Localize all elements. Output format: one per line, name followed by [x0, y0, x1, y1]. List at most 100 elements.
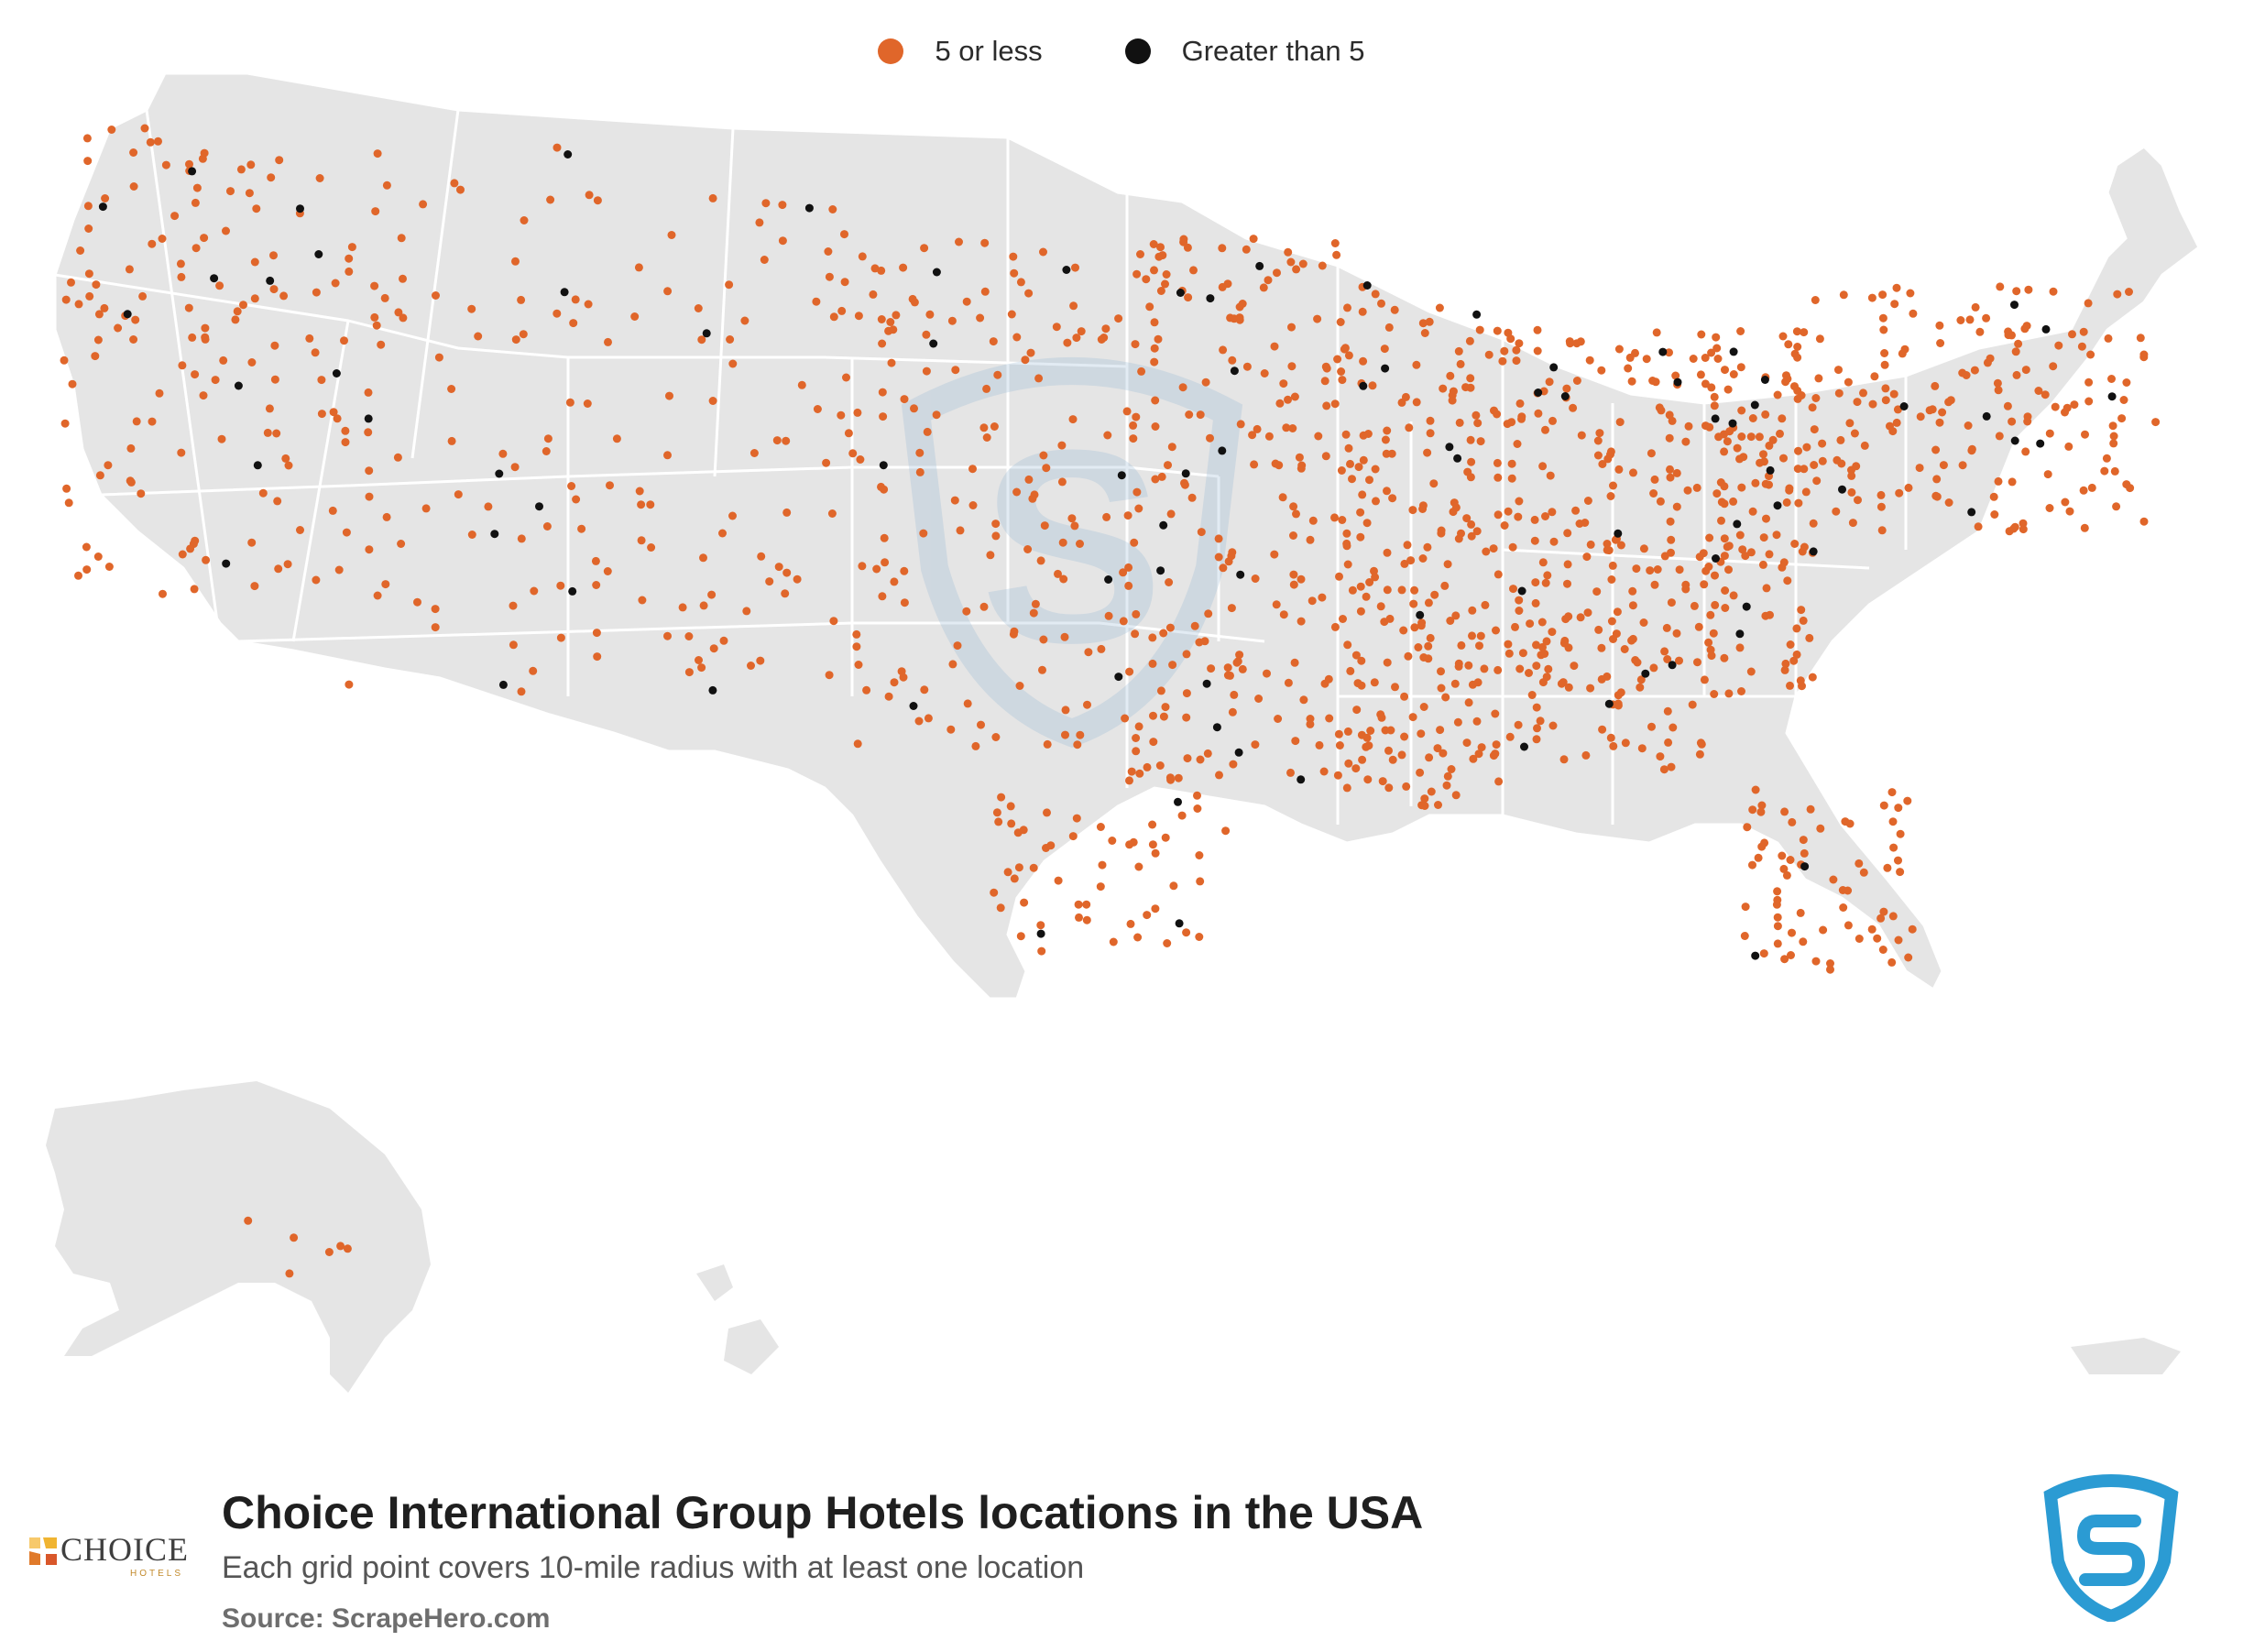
location-dot-low: [1990, 510, 1999, 519]
location-dot-low: [1931, 491, 1941, 500]
location-dot-low: [1433, 744, 1442, 753]
location-dot-low: [1371, 290, 1380, 299]
location-dot-low: [1500, 521, 1509, 530]
location-dot-low: [82, 134, 92, 143]
location-dot-low: [2012, 287, 2021, 296]
location-dot-low: [1660, 647, 1669, 656]
location-dot-low: [1741, 552, 1750, 561]
location-dot-low: [1508, 542, 1517, 552]
location-dot-low: [1694, 622, 1703, 631]
location-dot-low: [1944, 498, 1953, 507]
location-dot-high: [253, 461, 262, 470]
location-dot-low: [1197, 528, 1206, 537]
location-dot-low: [1383, 585, 1392, 595]
location-dot-low: [1077, 327, 1086, 336]
location-dot-low: [68, 379, 77, 388]
location-dot-low: [1650, 475, 1659, 484]
location-dot-high: [1773, 501, 1782, 510]
location-dot-low: [1451, 791, 1461, 800]
location-dot-low: [1359, 356, 1368, 366]
location-dot-low: [1288, 424, 1297, 432]
location-dot-low: [1466, 473, 1475, 482]
location-dot-low: [1853, 398, 1862, 407]
location-dot-low: [1123, 511, 1132, 520]
location-dot-low: [1028, 494, 1037, 503]
location-dot-low: [1330, 239, 1340, 247]
location-dot-low: [2045, 429, 2054, 438]
location-dot-low: [1620, 645, 1629, 653]
location-dot-high: [1560, 392, 1570, 400]
location-dot-low: [382, 181, 391, 190]
location-dot-low: [279, 291, 289, 301]
location-dot-low: [1145, 302, 1154, 312]
location-dot-low: [324, 1248, 334, 1256]
location-dot-low: [612, 434, 621, 443]
location-dot-low: [1514, 512, 1523, 521]
location-dot-low: [793, 574, 802, 584]
location-dot-low: [1515, 339, 1524, 348]
location-dot-low: [1076, 540, 1084, 548]
location-dot-low: [1455, 418, 1464, 427]
location-dot-low: [1653, 565, 1662, 574]
location-dot-low: [1785, 486, 1794, 495]
location-dot-high: [1381, 364, 1390, 373]
location-dot-low: [1472, 527, 1482, 536]
location-dot-low: [1710, 690, 1719, 698]
location-dot-high: [98, 202, 107, 212]
location-dot-high: [1742, 602, 1751, 611]
location-dot-low: [1169, 881, 1178, 891]
location-dot-low: [1298, 259, 1308, 268]
location-dot-low: [726, 335, 735, 344]
location-dot-low: [1779, 864, 1789, 873]
location-dot-low: [2049, 362, 2058, 371]
location-dot-low: [1437, 667, 1445, 676]
location-dot-low: [1278, 493, 1287, 502]
location-dot-low: [1514, 720, 1523, 729]
location-dot-low: [1706, 610, 1715, 619]
location-dot-low: [312, 575, 321, 585]
location-dot-high: [1800, 862, 1810, 871]
location-dot-low: [2122, 480, 2131, 489]
location-dot-low: [2019, 525, 2028, 534]
location-dot-low: [1142, 275, 1151, 284]
location-dot-low: [509, 640, 518, 650]
location-dot-low: [1100, 334, 1109, 342]
location-dot-low: [1324, 674, 1333, 684]
location-dot-low: [1108, 837, 1117, 845]
location-dot-low: [1725, 427, 1734, 436]
puerto-rico-island: [2071, 1338, 2181, 1374]
location-dot-low: [1378, 777, 1387, 786]
location-dot-low: [290, 1233, 299, 1242]
location-dot-low: [85, 291, 94, 301]
location-dot-low: [878, 388, 887, 397]
location-dot-low: [1337, 367, 1346, 376]
location-dot-low: [1124, 581, 1133, 590]
location-dot-low: [1242, 362, 1252, 371]
location-dot-low: [1150, 266, 1158, 275]
location-dot-low: [1273, 268, 1281, 278]
location-dot-low: [1230, 690, 1239, 699]
location-dot-low: [1879, 325, 1888, 334]
location-dot-low: [104, 563, 114, 571]
location-dot-low: [1650, 580, 1659, 589]
location-dot-low: [947, 316, 957, 325]
location-dot-low: [844, 429, 853, 438]
location-dot-low: [1029, 863, 1038, 872]
location-dot-low: [432, 291, 440, 300]
location-dot-low: [1583, 608, 1592, 618]
location-dot-low: [878, 592, 887, 601]
location-dot-low: [1647, 449, 1656, 458]
location-dot-low: [1935, 321, 1944, 330]
location-dot-low: [467, 531, 476, 539]
location-dot-low: [2070, 400, 2079, 410]
location-dot-low: [2100, 466, 2109, 476]
location-dot-low: [1958, 461, 1967, 470]
location-dot-low: [1896, 829, 1905, 838]
location-dot-low: [191, 244, 201, 253]
location-dot-low: [1426, 416, 1435, 425]
location-dot-low: [1182, 650, 1191, 659]
location-dot-low: [1418, 319, 1428, 328]
location-dot-low: [1720, 447, 1729, 456]
location-dot-low: [1397, 585, 1406, 595]
location-dot-low: [718, 529, 727, 538]
